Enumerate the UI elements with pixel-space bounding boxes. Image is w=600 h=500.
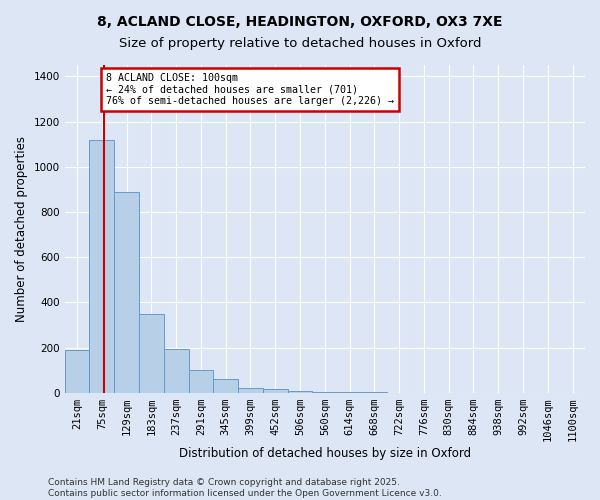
Text: Size of property relative to detached houses in Oxford: Size of property relative to detached ho… [119,38,481,51]
Bar [65,350,89,393]
Bar [313,392,337,393]
X-axis label: Distribution of detached houses by size in Oxford: Distribution of detached houses by size … [179,447,471,460]
Bar [287,390,313,393]
Bar [164,348,188,393]
Bar [139,314,164,393]
Y-axis label: Number of detached properties: Number of detached properties [15,136,28,322]
Text: 8, ACLAND CLOSE, HEADINGTON, OXFORD, OX3 7XE: 8, ACLAND CLOSE, HEADINGTON, OXFORD, OX3… [97,15,503,29]
Bar [337,392,362,393]
Bar [188,370,214,393]
Bar [89,140,114,393]
Text: 8 ACLAND CLOSE: 100sqm
← 24% of detached houses are smaller (701)
76% of semi-de: 8 ACLAND CLOSE: 100sqm ← 24% of detached… [106,73,394,106]
Bar [263,389,287,393]
Bar [214,379,238,393]
Bar [114,192,139,393]
Bar [238,388,263,393]
Text: Contains HM Land Registry data © Crown copyright and database right 2025.
Contai: Contains HM Land Registry data © Crown c… [48,478,442,498]
